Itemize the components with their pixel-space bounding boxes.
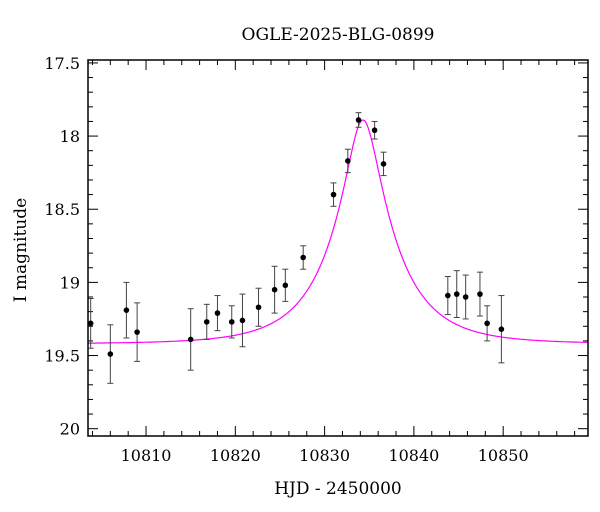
data-marker [355, 117, 362, 123]
data-marker [345, 158, 351, 164]
data-point [300, 245, 307, 270]
data-marker [371, 127, 378, 134]
data-marker [255, 304, 262, 311]
plot-frame [87, 59, 589, 437]
data-marker [282, 282, 289, 289]
data-point [282, 268, 289, 302]
data-point [330, 182, 337, 207]
data-point [271, 265, 278, 314]
chart-title: OGLE-2025-BLG-0899 [242, 25, 435, 45]
data-point [87, 297, 94, 349]
model-curve-layer [88, 119, 588, 344]
data-points-layer [87, 112, 505, 384]
data-marker [271, 286, 278, 293]
data-point [476, 271, 483, 317]
data-point [203, 303, 210, 340]
data-marker [214, 310, 221, 316]
y-tick-label: 18.5 [44, 200, 80, 219]
data-marker [380, 161, 387, 167]
data-marker [123, 307, 130, 313]
x-tick-label: 10840 [388, 446, 439, 465]
data-point [498, 295, 505, 364]
data-marker [228, 319, 235, 325]
data-point [371, 120, 378, 140]
data-point [355, 112, 362, 128]
data-point [228, 305, 235, 339]
axis-ticks [88, 60, 588, 436]
data-point [453, 270, 460, 318]
data-point [187, 308, 194, 371]
data-marker [330, 191, 337, 198]
data-point [484, 305, 491, 342]
data-marker [134, 329, 140, 335]
data-marker [300, 254, 306, 261]
data-point [239, 293, 246, 348]
data-marker [203, 319, 210, 325]
y-tick-label: 18 [60, 127, 80, 146]
data-point [344, 148, 351, 174]
data-marker [445, 292, 451, 299]
x-tick-label: 10810 [121, 446, 172, 465]
data-marker [477, 291, 483, 297]
data-marker [453, 291, 460, 297]
data-marker [239, 317, 246, 324]
y-axis-label: I magnitude [11, 198, 31, 302]
data-point [134, 302, 141, 362]
x-tick-label: 10850 [478, 446, 529, 465]
data-point [255, 287, 262, 327]
tick-labels: 10810 10820 10830 10840 10850 17.5 18 18.5 19 19.… [44, 54, 528, 465]
data-point [107, 324, 114, 384]
data-point [462, 274, 469, 320]
data-marker [462, 294, 469, 300]
data-point [123, 281, 130, 339]
model-curve [88, 119, 588, 344]
y-tick-label: 19.5 [44, 347, 80, 366]
data-point [380, 151, 387, 177]
data-marker [87, 320, 94, 327]
x-tick-label: 10820 [210, 446, 261, 465]
data-point [214, 295, 221, 332]
x-axis-label: HJD - 2450000 [274, 479, 402, 499]
x-tick-label: 10830 [299, 446, 350, 465]
data-marker [498, 326, 505, 332]
y-tick-label: 20 [60, 420, 80, 439]
y-tick-label: 19 [60, 273, 80, 292]
data-marker [484, 320, 490, 327]
data-marker [107, 351, 114, 357]
data-marker [187, 336, 194, 343]
y-tick-label: 17.5 [44, 54, 80, 73]
data-point [444, 276, 451, 316]
